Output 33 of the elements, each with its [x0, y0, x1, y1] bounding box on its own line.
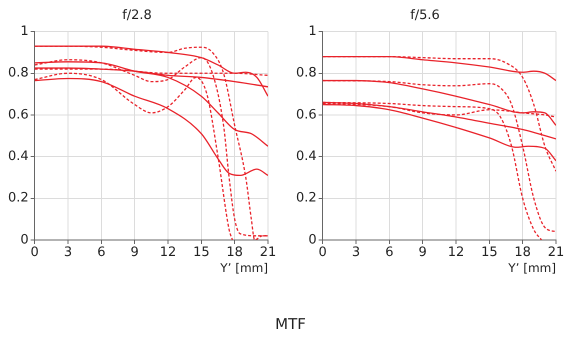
- x-tick-label: 0: [318, 245, 327, 260]
- y-tick-label: 0.6: [8, 107, 29, 122]
- y-tick-label: 0.2: [8, 190, 29, 206]
- x-tick-label: 0: [30, 245, 39, 260]
- chart-title: f/2.8: [122, 8, 152, 24]
- x-axis-title: Y’ [mm]: [219, 260, 268, 275]
- x-tick-label: 18: [514, 245, 531, 260]
- y-tick-label: 0.4: [8, 149, 29, 164]
- x-axis-title: Y’ [mm]: [507, 260, 556, 275]
- x-tick-label: 21: [548, 245, 564, 260]
- y-tick-label: 0.8: [8, 66, 29, 81]
- x-tick-label: 9: [418, 245, 427, 260]
- x-tick-label: 12: [448, 245, 464, 260]
- x-tick-label: 6: [385, 245, 394, 260]
- text: MTF: [274, 315, 307, 333]
- x-tick-label: 15: [193, 245, 210, 260]
- y-tick-label: 1: [20, 24, 29, 39]
- y-tick-label: 0: [308, 232, 317, 248]
- x-tick-label: 3: [352, 245, 360, 260]
- y-tick-label: 0.2: [296, 190, 317, 206]
- x-tick-label: 6: [97, 245, 106, 260]
- y-tick-label: 0.8: [296, 66, 317, 81]
- y-tick-label: 0: [20, 232, 29, 248]
- y-tick-label: 1: [308, 24, 317, 39]
- x-tick-label: 3: [64, 245, 72, 260]
- x-tick-label: 18: [226, 245, 243, 260]
- x-tick-label: 9: [130, 245, 139, 260]
- x-tick-label: 12: [160, 245, 176, 260]
- x-tick-label: 15: [481, 245, 498, 260]
- chart-title: f/5.6: [410, 8, 440, 24]
- y-tick-label: 0.6: [296, 107, 317, 122]
- y-tick-label: 0.4: [296, 149, 317, 164]
- x-tick-label: 21: [260, 245, 276, 260]
